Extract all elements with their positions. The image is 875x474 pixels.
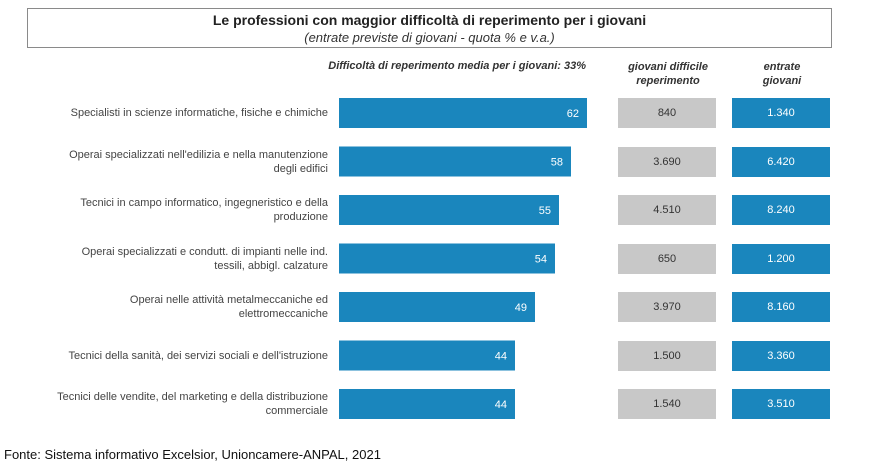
difficile-cell-3: 650 (618, 243, 716, 274)
source-footer: Fonte: Sistema informativo Excelsior, Un… (4, 447, 381, 462)
difficile-cell-0: 840 (618, 98, 716, 128)
bar-1 (339, 146, 571, 177)
bar-value-label-6: 44 (495, 399, 507, 411)
bar-2 (339, 195, 559, 225)
title-box: Le professioni con maggior difficoltà di… (27, 8, 832, 48)
col-header-entrate-line2: giovani (762, 75, 802, 87)
category-label-0: Specialisti in scienze informatiche, fis… (70, 107, 328, 119)
category-label-3: Operai specializzati e condutt. di impia… (81, 245, 328, 272)
category-label-2: Tecnici in campo informatico, ingegneris… (80, 197, 328, 223)
entrate-cell-0: 1.340 (732, 98, 830, 128)
bar-6 (339, 389, 515, 419)
col-header-difficile-line1: giovani difficile (628, 61, 708, 73)
bar-4 (339, 292, 535, 322)
difficile-cell-2: 4.510 (618, 195, 716, 225)
difficile-cell-6: 1.540 (618, 389, 716, 419)
bar-value-label-5: 44 (495, 351, 507, 363)
entrate-cell-6: 3.510 (732, 389, 830, 419)
chart-subtitle: (entrate previste di giovani - quota % e… (304, 30, 555, 45)
difficile-cell-4: 3.970 (618, 292, 716, 322)
category-label-6: Tecnici delle vendite, del marketing e d… (57, 391, 328, 417)
entrate-cell-4: 8.160 (732, 292, 830, 322)
bar-value-label-4: 49 (515, 302, 527, 314)
entrate-cell-3: 1.200 (732, 243, 830, 274)
bar-value-label-0: 62 (567, 108, 579, 120)
col-header-difficile-line2: reperimento (636, 75, 700, 87)
average-note: Difficoltà di reperimento media per i gi… (328, 60, 586, 72)
chart-title: Le professioni con maggior difficoltà di… (212, 12, 647, 28)
difficile-cell-5: 1.500 (618, 340, 716, 371)
bar-value-label-3: 54 (535, 254, 547, 266)
category-label-1: Operai specializzati nell'edilizia e nel… (69, 148, 328, 175)
difficile-cell-1: 3.690 (618, 146, 716, 177)
entrate-cell-1: 6.420 (732, 146, 830, 177)
bar-0 (339, 98, 587, 128)
category-label-5: Tecnici della sanità, dei servizi social… (68, 349, 329, 362)
entrate-cell-2: 8.240 (732, 195, 830, 225)
entrate-cell-5: 3.360 (732, 340, 830, 371)
bar-value-label-1: 58 (551, 157, 563, 169)
bar-5 (339, 340, 515, 371)
category-label-4: Operai nelle attività metalmeccaniche ed… (129, 294, 328, 320)
col-header-difficile: giovani difficile reperimento (616, 60, 720, 88)
bar-value-label-2: 55 (539, 205, 551, 217)
col-header-entrate: entrate giovani (730, 60, 834, 88)
col-header-entrate-line1: entrate (763, 61, 801, 73)
bar-3 (339, 243, 555, 274)
